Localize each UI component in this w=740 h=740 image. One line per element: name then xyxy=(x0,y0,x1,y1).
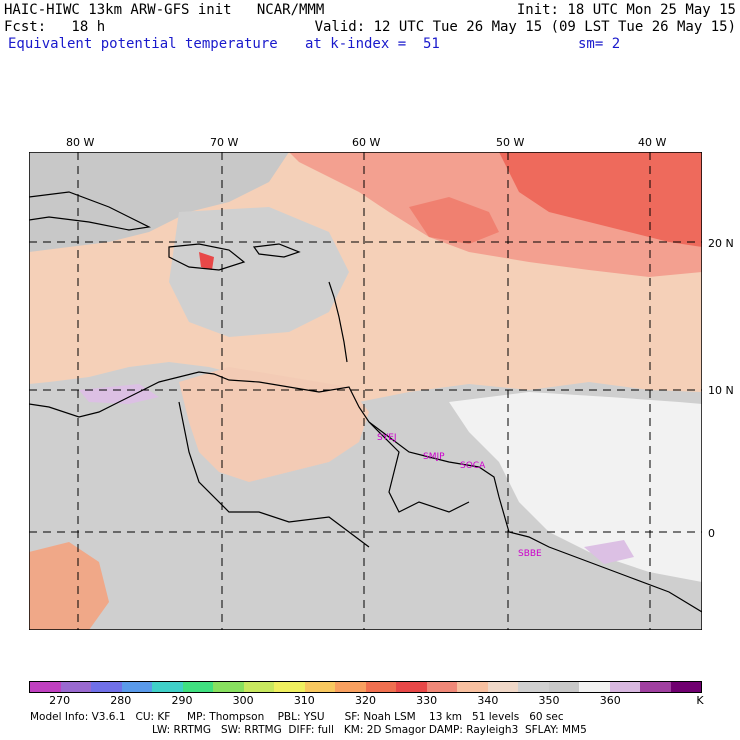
cool-region-nw xyxy=(29,152,289,252)
colorbar-tick-label: 330 xyxy=(416,694,438,707)
moist-patch-1 xyxy=(79,384,159,404)
cool-region-caribbean xyxy=(169,207,349,337)
lon-label-70w: 70 W xyxy=(210,136,239,149)
model-info-line2: LW: RRTMG SW: RRTMG DIFF: full KM: 2D Sm… xyxy=(152,724,587,736)
forecast-hour: Fcst: 18 h xyxy=(4,19,106,35)
clear-region-atlantic xyxy=(449,392,702,582)
station-label-soca: SOCA xyxy=(460,461,486,471)
hot-spot-hispaniola xyxy=(199,252,214,270)
lat-label-0: 0 xyxy=(708,527,715,540)
warm-region-venezuela xyxy=(179,367,369,482)
colorbar-swatch-18 xyxy=(579,682,610,692)
init-time: Init: 18 UTC Mon 25 May 15 xyxy=(516,2,736,18)
colorbar-tick-label: 280 xyxy=(110,694,132,707)
colorbar-tick-label: 290 xyxy=(171,694,193,707)
colorbar-swatch-20 xyxy=(640,682,671,692)
colorbar-swatch-9 xyxy=(304,682,335,692)
theta-e-map xyxy=(29,152,702,630)
warm-patch xyxy=(409,197,499,244)
graticule xyxy=(29,152,702,630)
colorbar-swatch-3 xyxy=(121,682,152,692)
colorbar-swatch-0 xyxy=(30,682,61,692)
colorbar-tick-label: 350 xyxy=(538,694,560,707)
lon-label-40w: 40 W xyxy=(638,136,667,149)
lon-label-80w: 80 W xyxy=(66,136,95,149)
colorbar-swatch-16 xyxy=(518,682,549,692)
colorbar-tick-label: 360 xyxy=(599,694,621,707)
station-label-smjp: SMJP xyxy=(423,452,445,462)
colorbar-swatch-17 xyxy=(548,682,579,692)
lon-label-50w: 50 W xyxy=(496,136,525,149)
smoothing: sm= 2 xyxy=(578,36,621,52)
model-info-line1: Model Info: V3.6.1 CU: KF MP: Thompson P… xyxy=(30,711,564,723)
colorbar-swatch-8 xyxy=(274,682,305,692)
colorbar-swatch-13 xyxy=(426,682,457,692)
title-line: HAIC-HIWC 13km ARW-GFS init NCAR/MMM xyxy=(4,2,325,18)
colorbar-swatch-21 xyxy=(670,682,701,692)
station-label-sbbe: SBBE xyxy=(518,549,542,559)
warm-region-sw xyxy=(29,542,109,630)
colorbar-tick-label: 340 xyxy=(477,694,499,707)
colorbar-swatch-1 xyxy=(60,682,91,692)
field-name: Equivalent potential temperature xyxy=(8,36,278,52)
colorbar-tick-label: 300 xyxy=(232,694,254,707)
colorbar xyxy=(29,681,702,693)
colorbar-swatch-11 xyxy=(365,682,396,692)
colorbar-swatch-14 xyxy=(457,682,488,692)
colorbar-swatch-12 xyxy=(396,682,427,692)
colorbar-swatch-6 xyxy=(213,682,244,692)
coastlines xyxy=(29,191,702,613)
level-index: at k-index = 51 xyxy=(305,36,440,52)
colorbar-swatch-7 xyxy=(243,682,274,692)
colorbar-swatch-5 xyxy=(182,682,213,692)
moist-patch-2 xyxy=(584,540,634,564)
colorbar-swatch-2 xyxy=(91,682,122,692)
valid-time: Valid: 12 UTC Tue 26 May 15 (09 LST Tue … xyxy=(314,19,736,35)
lat-label-20n: 20 N xyxy=(708,237,734,250)
hottest-region-ne xyxy=(499,152,702,247)
colorbar-swatch-15 xyxy=(487,682,518,692)
colorbar-tick-label: K xyxy=(696,694,704,707)
station-label-syej: SYEJ xyxy=(377,433,397,443)
colorbar-swatch-19 xyxy=(609,682,640,692)
colorbar-tick-label: 310 xyxy=(293,694,315,707)
colorbar-swatch-10 xyxy=(335,682,366,692)
colorbar-tick-label: 270 xyxy=(49,694,71,707)
colorbar-tick-label: 320 xyxy=(355,694,376,707)
lon-label-60w: 60 W xyxy=(352,136,381,149)
lat-label-10n: 10 N xyxy=(708,384,734,397)
colorbar-swatch-4 xyxy=(152,682,183,692)
